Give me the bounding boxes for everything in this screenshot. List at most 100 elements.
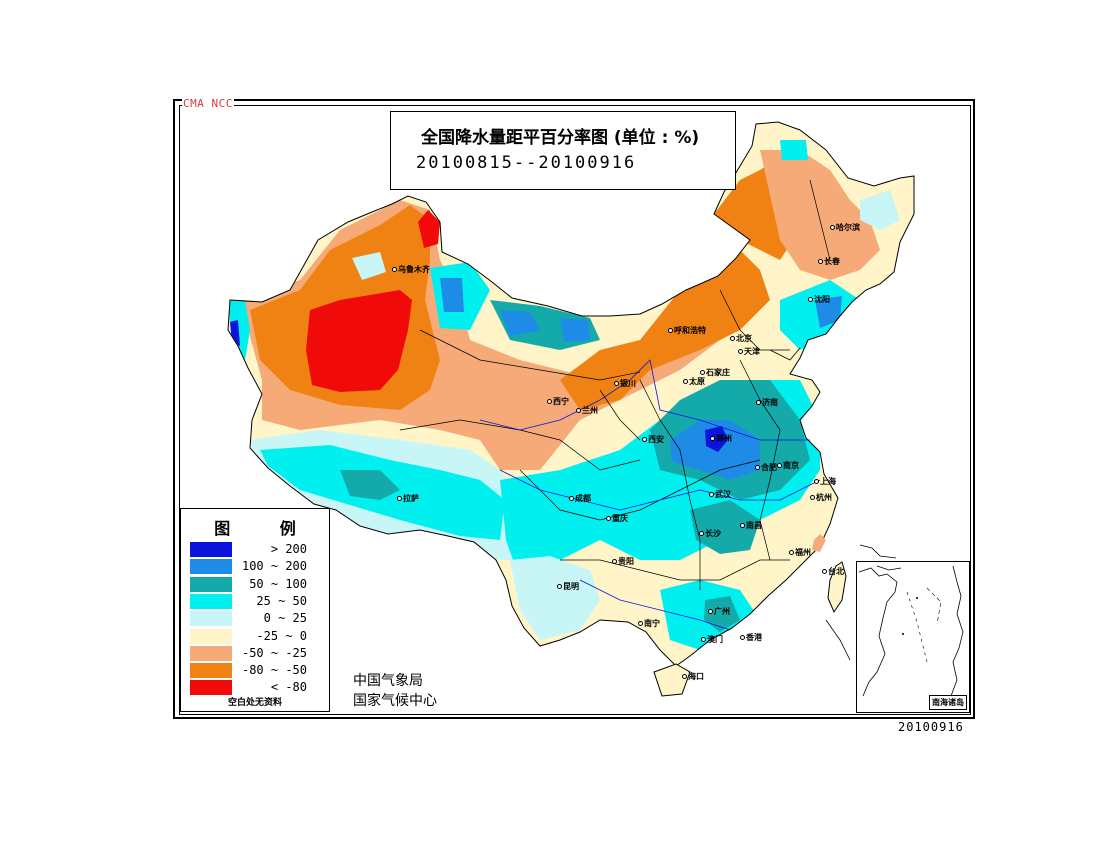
inset-island-2 — [902, 633, 904, 635]
city-label: 沈阳 — [808, 294, 830, 305]
legend-title: 图 例 — [214, 519, 318, 538]
city-label: 呼和浩特 — [668, 325, 706, 336]
city-label: 西宁 — [547, 396, 569, 407]
city-label: 长沙 — [699, 528, 721, 539]
coastline-fragments — [769, 347, 897, 661]
city-label: 上海 — [814, 476, 836, 487]
inset-coast-north — [876, 565, 902, 571]
city-label: 澳门 — [701, 634, 723, 645]
xinjiang-red-zone — [306, 290, 412, 392]
changsha-teal-zone — [690, 500, 760, 554]
heilongjiang-cyan-zone — [780, 140, 808, 160]
south-tibet-teal-zone — [340, 470, 400, 500]
city-label: 济南 — [756, 397, 778, 408]
inset-label: 南海诸岛 — [929, 695, 967, 710]
city-label: 乌鲁木齐 — [392, 264, 430, 275]
city-label: 长春 — [818, 256, 840, 267]
city-label: 成都 — [569, 493, 591, 504]
city-label: 香港 — [740, 632, 762, 643]
inset-boundary — [926, 587, 942, 625]
city-label: 合肥 — [755, 462, 777, 473]
legend-label: -80 ~ -50 — [241, 663, 307, 678]
legend-row: < -80 — [181, 680, 329, 696]
inner-mongolia-orange-zone — [560, 250, 770, 410]
city-label: 武汉 — [709, 489, 731, 500]
city-label: 杭州 — [810, 492, 832, 503]
city-label: 贵阳 — [612, 556, 634, 567]
legend-label: > 200 — [270, 542, 307, 556]
legend-row: -80 ~ -50 — [181, 663, 329, 679]
legend-swatch — [190, 680, 232, 696]
legend-label: < -80 — [270, 680, 307, 695]
legend-row: 0 ~ 25 — [181, 611, 329, 627]
city-label: 昆明 — [557, 581, 579, 592]
city-label: 南京 — [777, 460, 799, 471]
inset-island — [916, 597, 918, 599]
city-label: 太原 — [683, 376, 705, 387]
city-label: 天津 — [738, 346, 760, 357]
legend-note: 空白处无资料 — [227, 698, 282, 708]
agency-mark: CMA NCC — [182, 97, 234, 110]
city-label: 南宁 — [638, 618, 660, 629]
heilongjiang-lightblue-zone — [860, 190, 900, 230]
legend-label: -25 ~ 0 — [256, 628, 307, 643]
taiwan-strait-shading — [812, 534, 826, 552]
city-label: 拉萨 — [397, 493, 419, 504]
south-china-sea-inset: 南海诸岛 — [856, 561, 970, 713]
city-label: 北京 — [730, 333, 752, 344]
city-label: 重庆 — [606, 513, 628, 524]
legend-label: 50 ~ 100 — [249, 576, 307, 591]
legend-swatch — [190, 576, 232, 592]
hexi-blue-zone-2 — [560, 318, 590, 342]
legend-swatch — [190, 663, 232, 679]
legend-swatch — [190, 645, 232, 661]
legend-row: > 200 — [181, 542, 329, 558]
legend-row: 50 ~ 100 — [181, 576, 329, 593]
city-label: 西安 — [642, 434, 664, 445]
date-range: 20100815--20100916 — [416, 153, 637, 173]
city-label: 银川 — [614, 378, 636, 389]
legend-row: -25 ~ 0 — [181, 628, 329, 645]
legend-swatch — [190, 628, 232, 644]
city-label: 石家庄 — [700, 367, 730, 378]
legend-label: 0 ~ 25 — [263, 611, 307, 626]
legend-swatch — [190, 542, 232, 557]
city-label: 福州 — [789, 547, 811, 558]
inset-map — [858, 565, 964, 697]
inset-boundary-2 — [906, 591, 928, 663]
map-outer-frame — [173, 99, 975, 719]
junggar-blue-zone — [440, 278, 464, 312]
inset-coast-east — [950, 565, 964, 697]
title-box: 全国降水量距平百分率图 (单位 : %) 20100815--20100916 — [390, 111, 736, 190]
city-label: 南昌 — [740, 520, 762, 531]
legend-swatch — [190, 611, 232, 627]
legend-row: 25 ~ 50 — [181, 593, 329, 610]
producer: 中国气象局 国家气候中心 — [353, 671, 437, 711]
map-inner-frame — [179, 105, 971, 715]
map-title: 全国降水量距平百分率图 (单位 : %) — [421, 128, 700, 148]
producer-line-2: 国家气候中心 — [353, 693, 437, 709]
city-label: 兰州 — [576, 405, 598, 416]
legend-swatch — [190, 593, 232, 609]
city-label: 郑州 — [710, 433, 732, 444]
hainan-island — [653, 663, 691, 697]
rivers — [479, 359, 821, 631]
legend: 图 例 > 200 100 ~ 200 50 ~ 100 25 ~ 50 0 ~ 25 -… — [180, 508, 330, 712]
legend-swatch — [190, 559, 232, 575]
northeast-light-orange-zone — [760, 150, 880, 280]
yunnan-lightblue-zone — [510, 556, 600, 640]
anomaly-shading — [228, 140, 900, 650]
legend-label: -50 ~ -25 — [241, 645, 307, 660]
city-label: 海口 — [682, 671, 704, 682]
inset-coast-west — [858, 567, 898, 697]
city-label: 广州 — [708, 606, 730, 617]
producer-line-1: 中国气象局 — [353, 673, 423, 689]
issue-date: 20100916 — [898, 720, 964, 734]
legend-label: 100 ~ 200 — [241, 559, 307, 574]
ili-lightblue-zone — [352, 252, 386, 280]
city-label: 哈尔滨 — [830, 222, 860, 233]
legend-row: 100 ~ 200 — [181, 559, 329, 575]
altay-red-zone — [418, 210, 440, 248]
legend-label: 25 ~ 50 — [256, 593, 307, 608]
city-label: 台北 — [822, 566, 844, 577]
